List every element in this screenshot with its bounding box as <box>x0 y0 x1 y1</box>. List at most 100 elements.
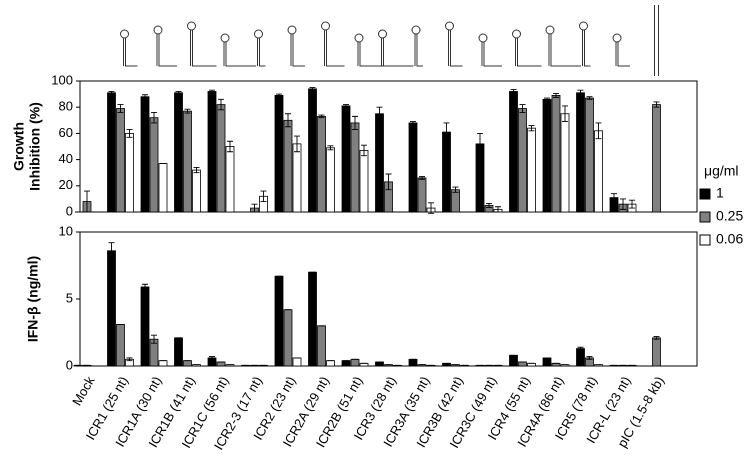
bar <box>308 88 317 213</box>
error-bar <box>126 357 133 362</box>
bar <box>350 122 360 213</box>
bar <box>652 337 661 367</box>
hairpin-stem <box>414 34 423 67</box>
hairpin-stem <box>324 30 345 67</box>
hairpin-stem <box>448 30 463 67</box>
hairpin-loop <box>187 21 196 31</box>
hairpin-stem <box>381 38 414 67</box>
bar <box>375 113 384 213</box>
hairpin-loop <box>545 25 555 35</box>
error-bar <box>260 190 267 202</box>
bar <box>317 325 326 367</box>
error-bar <box>510 89 517 94</box>
bar <box>518 361 527 367</box>
hairpin-loop <box>321 21 330 31</box>
error-bar <box>428 202 434 214</box>
error-bar <box>175 91 182 95</box>
bar <box>283 309 293 367</box>
bar <box>341 105 351 213</box>
error-bar <box>309 87 316 91</box>
legend-label: 1 <box>716 185 724 201</box>
bar <box>158 163 168 213</box>
error-bar <box>519 104 526 113</box>
bar <box>350 358 360 367</box>
hairpin-stem <box>257 38 266 67</box>
error-bar <box>620 198 626 210</box>
bar <box>183 110 192 213</box>
y-tick-label: 40 <box>59 151 73 166</box>
bar <box>140 286 150 367</box>
bar <box>225 146 235 213</box>
dsrna-lines <box>654 5 659 76</box>
bar <box>652 104 661 213</box>
error-bar <box>184 108 191 114</box>
error-bar <box>108 242 115 260</box>
bar <box>408 358 418 367</box>
bar <box>140 96 150 213</box>
bar <box>375 361 384 367</box>
bar <box>551 95 561 213</box>
hairpin-loop <box>220 33 230 43</box>
error-bar <box>193 167 200 174</box>
hairpin-loop <box>478 33 488 43</box>
bar <box>560 113 570 213</box>
plot-frame <box>79 231 698 367</box>
error-bar <box>376 106 383 121</box>
hairpin-loop <box>512 29 521 39</box>
y-tick-label: 100 <box>51 72 73 87</box>
bar <box>107 250 116 367</box>
error-bar <box>528 125 535 132</box>
bar <box>216 361 226 367</box>
hairpin-stem <box>615 42 630 67</box>
hairpin-stem <box>123 38 138 67</box>
bar <box>292 357 302 367</box>
bar <box>174 337 183 367</box>
y-tick-label: 60 <box>59 125 73 140</box>
error-bar <box>227 140 233 153</box>
bar <box>283 119 293 213</box>
error-bar <box>318 114 325 119</box>
error-bar <box>209 356 215 360</box>
error-bar <box>343 104 349 108</box>
error-bar <box>577 89 584 96</box>
bar <box>116 108 125 213</box>
error-bar <box>142 94 148 100</box>
bar <box>207 91 217 213</box>
error-bar <box>629 199 635 209</box>
hairpin-loop <box>378 29 387 39</box>
legend-label: 0.25 <box>716 208 743 224</box>
bar <box>149 117 159 213</box>
bar <box>183 360 192 367</box>
y-axis-title: Growth <box>11 122 27 171</box>
hairpin-stem <box>481 42 502 67</box>
bar <box>359 150 369 213</box>
hairpin-loop <box>411 25 421 35</box>
y-axis-title: IFN-β (ng/ml) <box>25 256 41 342</box>
legend-swatch <box>699 211 711 223</box>
hairpin-loop <box>153 25 163 35</box>
bar <box>527 127 536 213</box>
error-bar <box>385 173 392 191</box>
hairpin-loop <box>579 21 588 31</box>
error-bar <box>151 334 157 344</box>
legend-swatch <box>699 188 711 200</box>
legend-swatch <box>699 234 711 246</box>
y-tick-label: 0 <box>66 203 73 218</box>
bar <box>341 360 351 367</box>
error-bar <box>577 346 584 351</box>
hairpin-stem <box>156 34 177 67</box>
bar <box>107 92 116 213</box>
hairpin-stem <box>582 30 591 67</box>
bar <box>274 275 284 367</box>
hairpin-stem <box>515 38 542 67</box>
bar <box>174 92 183 213</box>
y-tick-label: 5 <box>66 290 73 305</box>
bar <box>116 324 125 367</box>
hairpin-stem <box>290 34 305 67</box>
hairpin-stem <box>548 34 581 67</box>
bar <box>192 169 201 213</box>
y-axis-title: Inhibition (%) <box>27 102 43 191</box>
error-bar <box>361 144 367 157</box>
y-tick-label: 10 <box>59 223 73 238</box>
bar <box>576 348 585 367</box>
